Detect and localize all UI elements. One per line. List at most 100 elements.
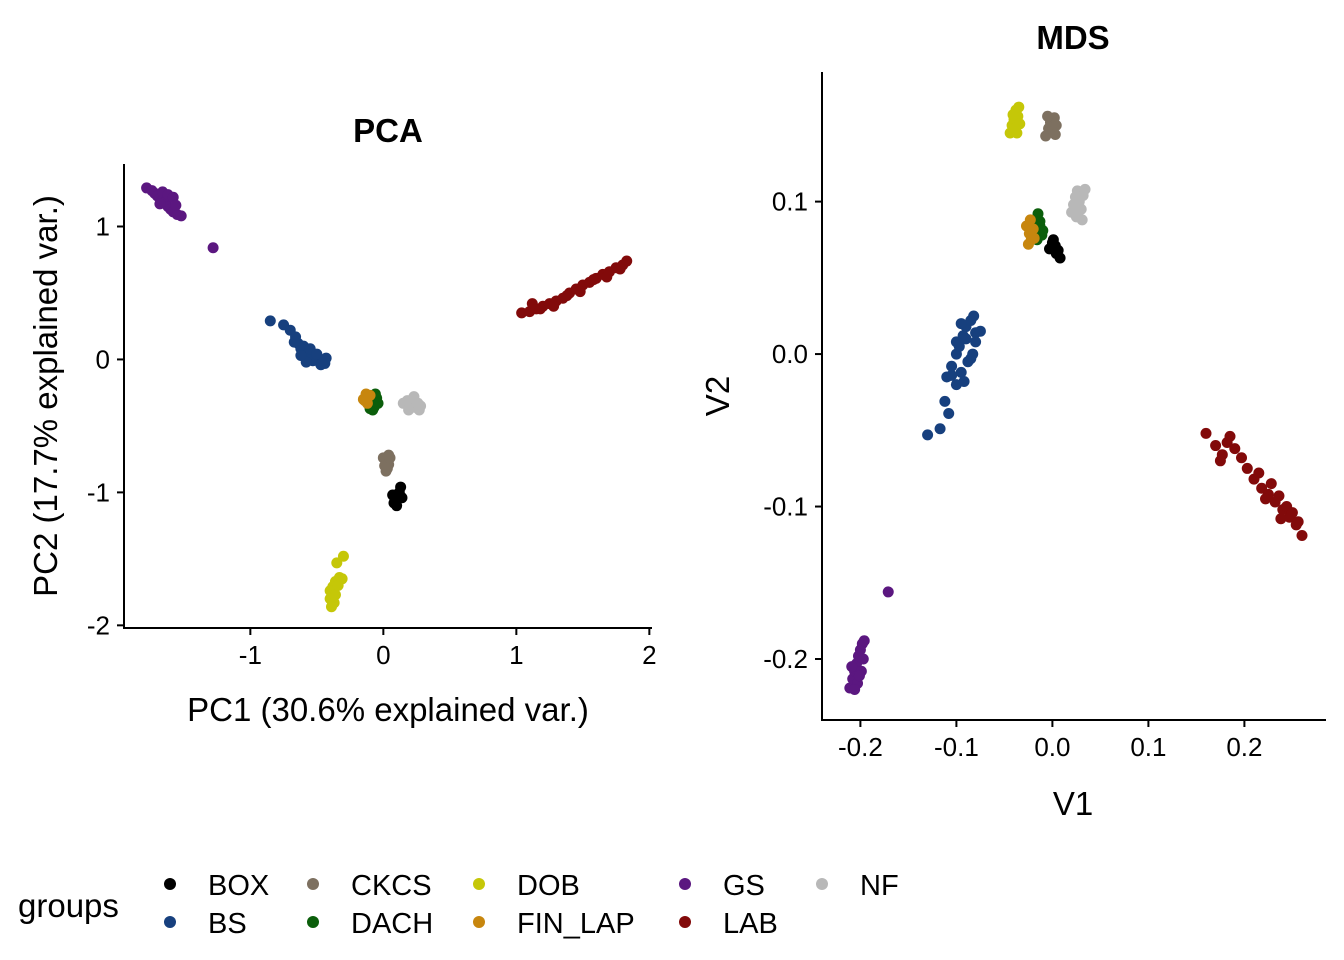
mds-point-lab — [1236, 452, 1248, 464]
pca-point-gs — [175, 210, 187, 222]
mds-x-tick-label: 0.0 — [1034, 732, 1070, 762]
mds-point-bs — [934, 423, 946, 435]
pca-point-bs — [288, 336, 300, 348]
legend-label-ckcs: CKCS — [351, 870, 432, 902]
mds-point-lab — [1221, 437, 1233, 449]
mds-point-lab — [1214, 455, 1226, 467]
pca-point-box — [395, 481, 407, 493]
pca-y-tick-label: -2 — [87, 610, 110, 640]
pca-panel: PCA -1 0 1 2 -2 -1 0 1 PC1 (30.6% explained va… — [27, 112, 657, 728]
pca-x-tick-label: 1 — [509, 640, 523, 670]
mds-point-lab — [1275, 513, 1287, 525]
legend-key-box — [164, 878, 176, 890]
mds-point-lab — [1229, 443, 1241, 455]
mds-x-tick-label: 0.1 — [1130, 732, 1166, 762]
mds-point-fin-lap — [1024, 214, 1036, 226]
pca-y-axis-title: PC2 (17.7% explained var.) — [27, 195, 64, 597]
mds-y-tick-label: -0.2 — [763, 644, 808, 674]
pca-x-ticks: -1 0 1 2 — [239, 628, 657, 670]
mds-point-gs — [846, 661, 858, 673]
mds-x-tick-label: -0.2 — [838, 732, 883, 762]
pca-y-ticks: -2 -1 0 1 — [87, 211, 124, 640]
mds-x-axis-title: V1 — [1053, 785, 1093, 822]
pca-x-axis-title: PC1 (30.6% explained var.) — [187, 691, 589, 728]
pca-point-bs — [316, 357, 328, 369]
pca-point-fin-lap — [359, 395, 371, 407]
pca-point-lab — [526, 298, 538, 310]
pca-x-tick-label: 2 — [642, 640, 656, 670]
legend-label-dach: DACH — [351, 908, 433, 940]
pca-point-ckcs — [380, 465, 392, 477]
mds-y-tick-label: 0.0 — [772, 339, 808, 369]
pca-point-lab — [601, 271, 613, 283]
mds-title: MDS — [1036, 19, 1109, 56]
mds-point-lab — [1296, 530, 1308, 542]
mds-point-bs — [955, 318, 967, 330]
legend: groups BOX BS CKCS DACH DOB FIN_LAP GS LAB NF — [18, 870, 899, 940]
legend-items: BOX BS CKCS DACH DOB FIN_LAP GS LAB NF — [164, 870, 899, 940]
mds-point-dach — [1034, 215, 1046, 227]
legend-label-fin-lap: FIN_LAP — [517, 908, 635, 940]
mds-point-lab — [1292, 516, 1304, 528]
mds-y-ticks: -0.2 -0.1 0.0 0.1 — [763, 187, 822, 674]
legend-key-nf — [816, 878, 828, 890]
legend-key-dob — [473, 878, 485, 890]
pca-point-bs — [295, 349, 307, 361]
mds-point-dob — [1009, 122, 1021, 134]
mds-point-bs — [974, 325, 986, 337]
pca-point-gs — [170, 199, 182, 211]
legend-key-ckcs — [307, 878, 319, 890]
pca-x-tick-label: 0 — [376, 640, 390, 670]
mds-point-fin-lap — [1028, 232, 1040, 244]
mds-point-ckcs — [1050, 119, 1062, 131]
mds-point-bs — [967, 348, 979, 360]
mds-point-bs — [960, 333, 972, 345]
pca-y-tick-label: -1 — [87, 477, 110, 507]
mds-point-dob — [1013, 101, 1025, 113]
legend-label-lab: LAB — [723, 908, 778, 940]
mds-point-bs — [946, 369, 958, 381]
pca-point-lab — [574, 286, 586, 298]
mds-points — [844, 101, 1308, 696]
pca-point-lab — [548, 300, 560, 312]
mds-point-lab — [1286, 507, 1298, 519]
pca-point-nf — [403, 404, 415, 416]
mds-point-lab — [1241, 462, 1253, 474]
pca-point-gs — [207, 242, 219, 254]
mds-point-lab — [1200, 427, 1212, 439]
pca-y-tick-label: 0 — [96, 344, 110, 374]
mds-point-bs — [968, 310, 980, 322]
legend-label-gs: GS — [723, 870, 765, 902]
mds-point-gs — [853, 670, 865, 682]
pca-point-box — [392, 490, 404, 502]
pca-point-bs — [311, 348, 323, 360]
legend-label-nf: NF — [860, 870, 899, 902]
mds-point-bs — [946, 360, 958, 372]
pca-point-lab — [614, 263, 626, 275]
legend-key-dach — [307, 916, 319, 928]
pca-point-ckcs — [383, 449, 395, 461]
mds-point-bs — [943, 408, 955, 420]
legend-label-bs: BS — [208, 908, 247, 940]
mds-point-fin-lap — [1027, 223, 1039, 235]
mds-point-lab — [1253, 467, 1265, 479]
pca-point-dob — [331, 557, 343, 569]
mds-y-tick-label: 0.1 — [772, 187, 808, 217]
mds-point-bs — [950, 336, 962, 348]
mds-point-bs — [939, 395, 951, 407]
mds-point-ckcs — [1042, 110, 1054, 122]
mds-point-gs — [857, 653, 869, 665]
mds-x-ticks: -0.2 -0.1 0.0 0.1 0.2 — [838, 720, 1262, 762]
mds-point-bs — [955, 366, 967, 378]
mds-point-bs — [970, 336, 982, 348]
mds-point-gs — [858, 635, 870, 647]
mds-x-tick-label: -0.1 — [934, 732, 979, 762]
mds-y-tick-label: -0.1 — [763, 492, 808, 522]
pca-point-lab — [561, 290, 573, 302]
pca-point-lab — [587, 274, 599, 286]
mds-x-tick-label: 0.2 — [1226, 732, 1262, 762]
mds-point-lab — [1260, 493, 1272, 505]
pca-point-dob — [325, 601, 337, 613]
pca-point-dob — [336, 573, 348, 585]
